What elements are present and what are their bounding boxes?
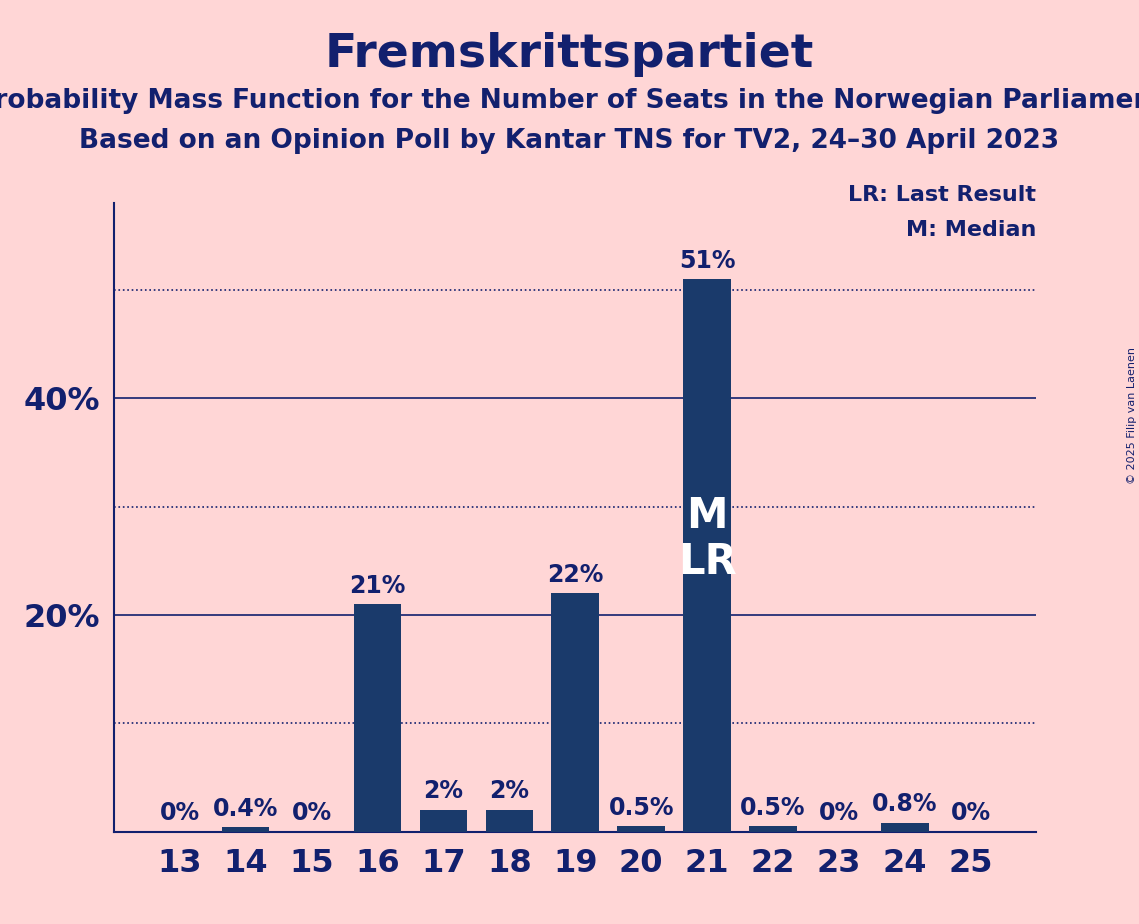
Text: 0%: 0%	[159, 801, 199, 825]
Bar	[485, 810, 533, 832]
Text: M: Median: M: Median	[907, 220, 1036, 240]
Text: 0%: 0%	[292, 801, 331, 825]
Text: 0.8%: 0.8%	[872, 793, 937, 817]
Bar	[617, 826, 665, 832]
Text: 0.5%: 0.5%	[608, 796, 674, 820]
Bar	[882, 823, 928, 832]
Text: 22%: 22%	[547, 563, 604, 587]
Text: 0.5%: 0.5%	[740, 796, 805, 820]
Text: LR: Last Result: LR: Last Result	[849, 185, 1036, 205]
Bar	[222, 827, 269, 832]
Text: 0%: 0%	[819, 801, 859, 825]
Bar	[353, 604, 401, 832]
Text: 51%: 51%	[679, 249, 736, 273]
Bar	[419, 810, 467, 832]
Text: 0.4%: 0.4%	[213, 796, 278, 821]
Text: 2%: 2%	[490, 780, 530, 804]
Bar	[551, 593, 599, 832]
Text: © 2025 Filip van Laenen: © 2025 Filip van Laenen	[1126, 347, 1137, 484]
Bar	[749, 826, 797, 832]
Text: Based on an Opinion Poll by Kantar TNS for TV2, 24–30 April 2023: Based on an Opinion Poll by Kantar TNS f…	[80, 128, 1059, 153]
Text: 0%: 0%	[951, 801, 991, 825]
Bar	[683, 279, 731, 832]
Text: Probability Mass Function for the Number of Seats in the Norwegian Parliament: Probability Mass Function for the Number…	[0, 88, 1139, 114]
Text: Fremskrittspartiet: Fremskrittspartiet	[325, 32, 814, 78]
Text: 2%: 2%	[424, 780, 464, 804]
Text: M
LR: M LR	[678, 495, 737, 583]
Text: 21%: 21%	[350, 574, 405, 598]
